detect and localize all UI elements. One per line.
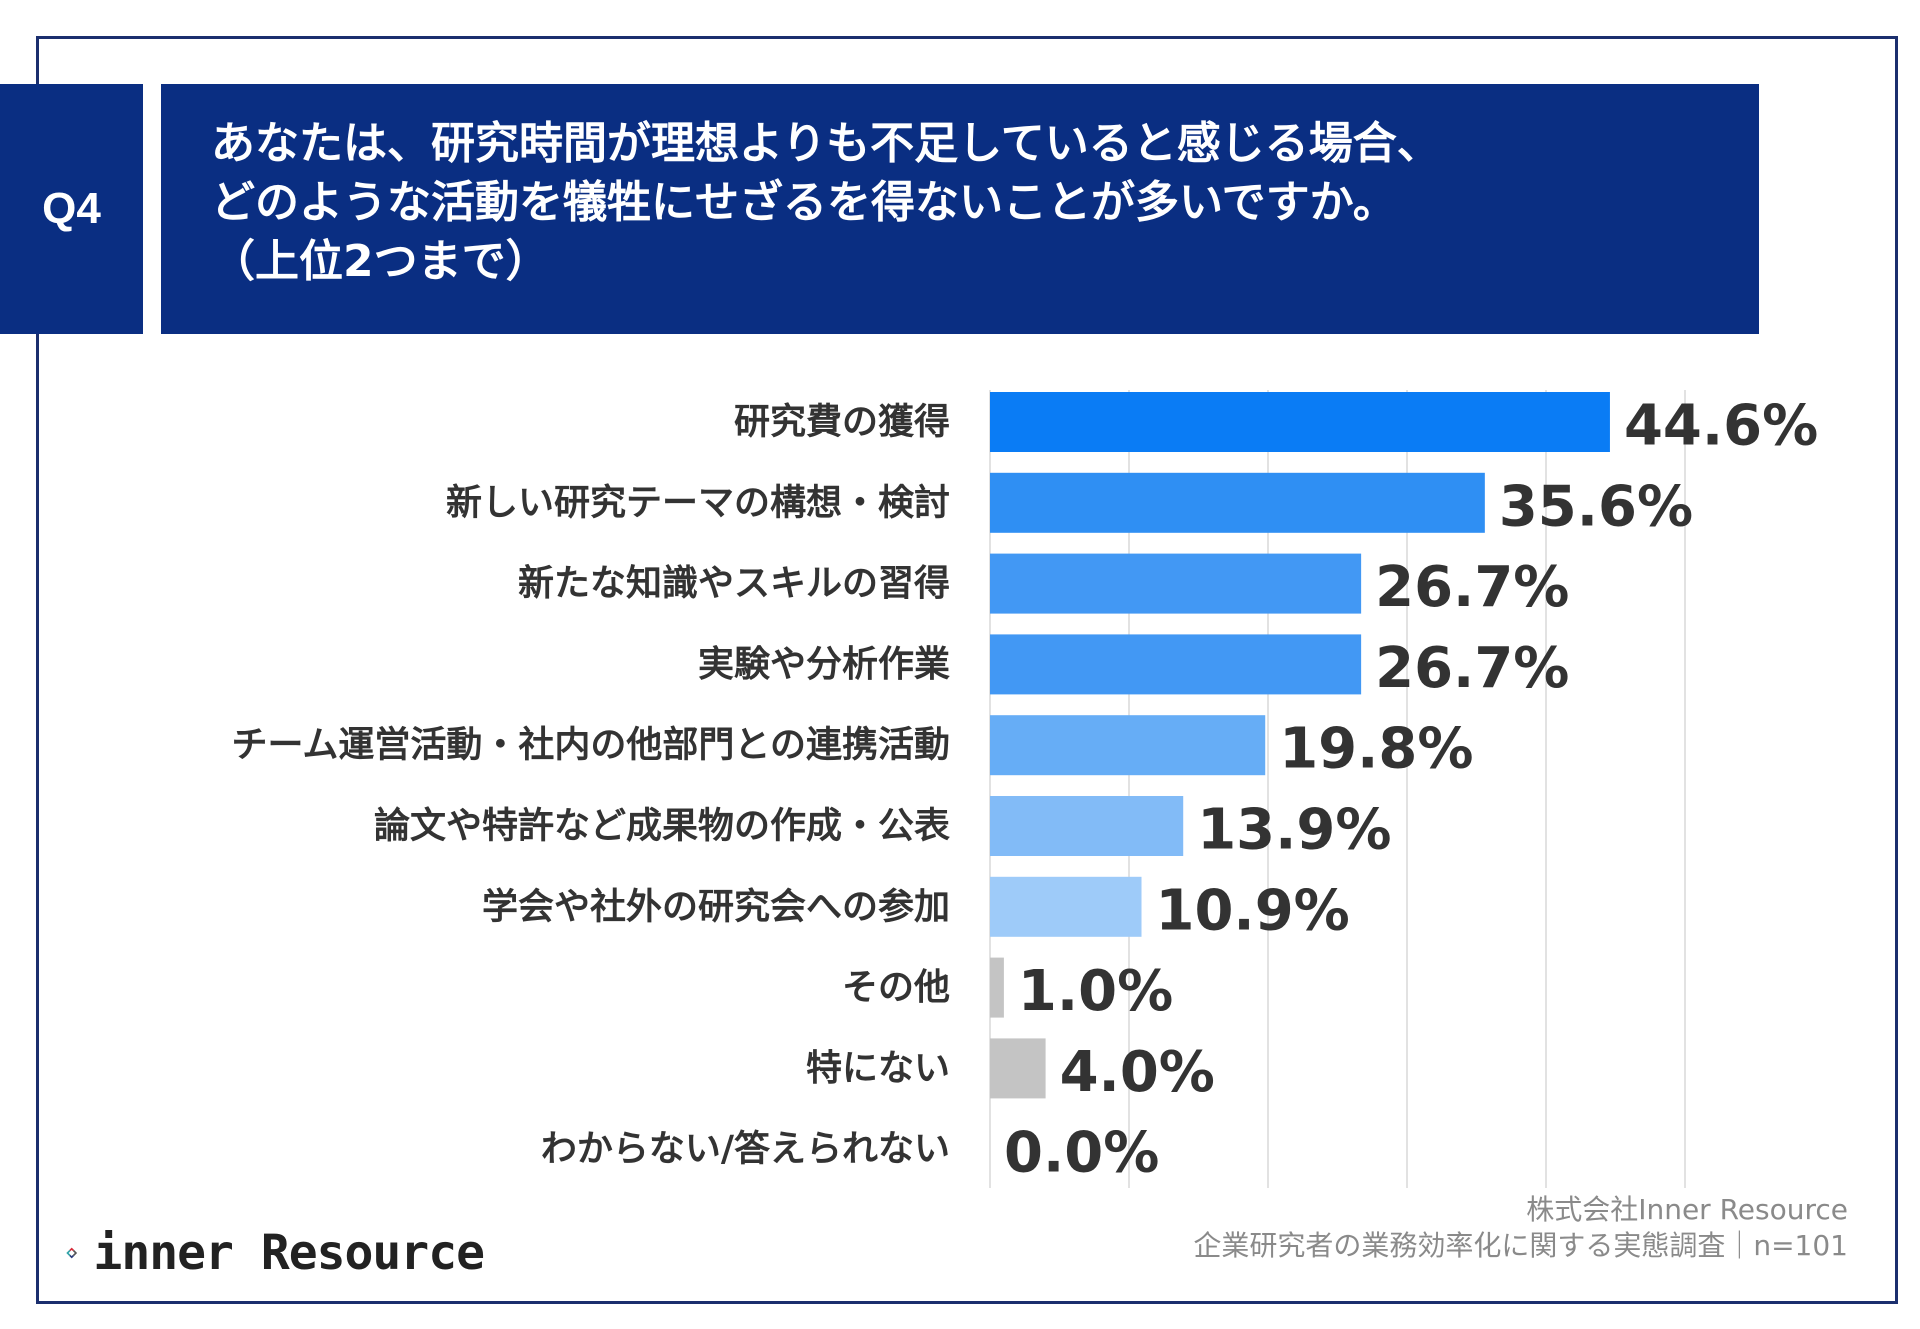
value-label: 1.0% [1018, 959, 1173, 1024]
value-label: 0.0% [1004, 1121, 1159, 1186]
value-label: 13.9% [1197, 798, 1391, 863]
value-label: 44.6% [1624, 394, 1818, 459]
bar [990, 634, 1362, 695]
source-survey: 企業研究者の業務効率化に関する実態調査｜n=101 [1193, 1229, 1848, 1262]
bar [990, 715, 1266, 776]
company-logo: inner Resource [64, 1218, 485, 1288]
question-line-3: （上位2つまで） [211, 236, 550, 287]
bar [990, 553, 1362, 614]
category-label: 実験や分析作業 [698, 644, 950, 685]
question-number-badge: Q4 [0, 84, 143, 334]
question-line-1: あなたは、研究時間が理想よりも不足していると感じる場合、 [211, 118, 1441, 169]
bar [990, 796, 1184, 856]
logo-wordmark: inner Resource [93, 1225, 485, 1281]
category-label: 新しい研究テーマの構想・検討 [446, 482, 950, 523]
value-label: 35.6% [1499, 474, 1693, 539]
category-label: 特にない [806, 1048, 950, 1089]
value-label: 19.8% [1279, 717, 1473, 782]
value-label: 26.7% [1375, 636, 1569, 701]
category-label: 新たな知識やスキルの習得 [518, 563, 950, 604]
question-line-2: どのような活動を犠牲にせざるを得ないことが多いですか。 [211, 177, 1397, 228]
question-text: あなたは、研究時間が理想よりも不足していると感じる場合、 どのような活動を犠牲に… [161, 84, 1759, 334]
bar [990, 876, 1142, 937]
value-label: 26.7% [1375, 555, 1569, 620]
bar [990, 1038, 1046, 1099]
source-note: 株式会社Inner Resource 企業研究者の業務効率化に関する実態調査｜n… [1193, 1192, 1848, 1264]
value-label: 10.9% [1156, 878, 1350, 943]
category-label: 論文や特許など成果物の作成・公表 [374, 806, 950, 847]
bars: 研究費の獲得 44.6% 新しい研究テーマの構想・検討 35.6% 新たな知識やスキルの… [231, 392, 1818, 1186]
category-label: 学会や社外の研究会への参加 [482, 885, 950, 927]
bar [990, 472, 1485, 533]
category-label: チーム運営活動・社内の他部門との連携活動 [231, 725, 950, 766]
value-label: 4.0% [1060, 1040, 1215, 1105]
source-company: 株式会社Inner Resource [1526, 1193, 1848, 1226]
category-label: その他 [842, 967, 950, 1008]
chart-frame [36, 36, 1898, 1304]
bar [990, 957, 1004, 1018]
category-label: 研究費の獲得 [734, 402, 950, 443]
bar [990, 392, 1610, 452]
logo-mark-icon [66, 1247, 78, 1259]
category-label: わからない/答えられない [541, 1129, 950, 1170]
